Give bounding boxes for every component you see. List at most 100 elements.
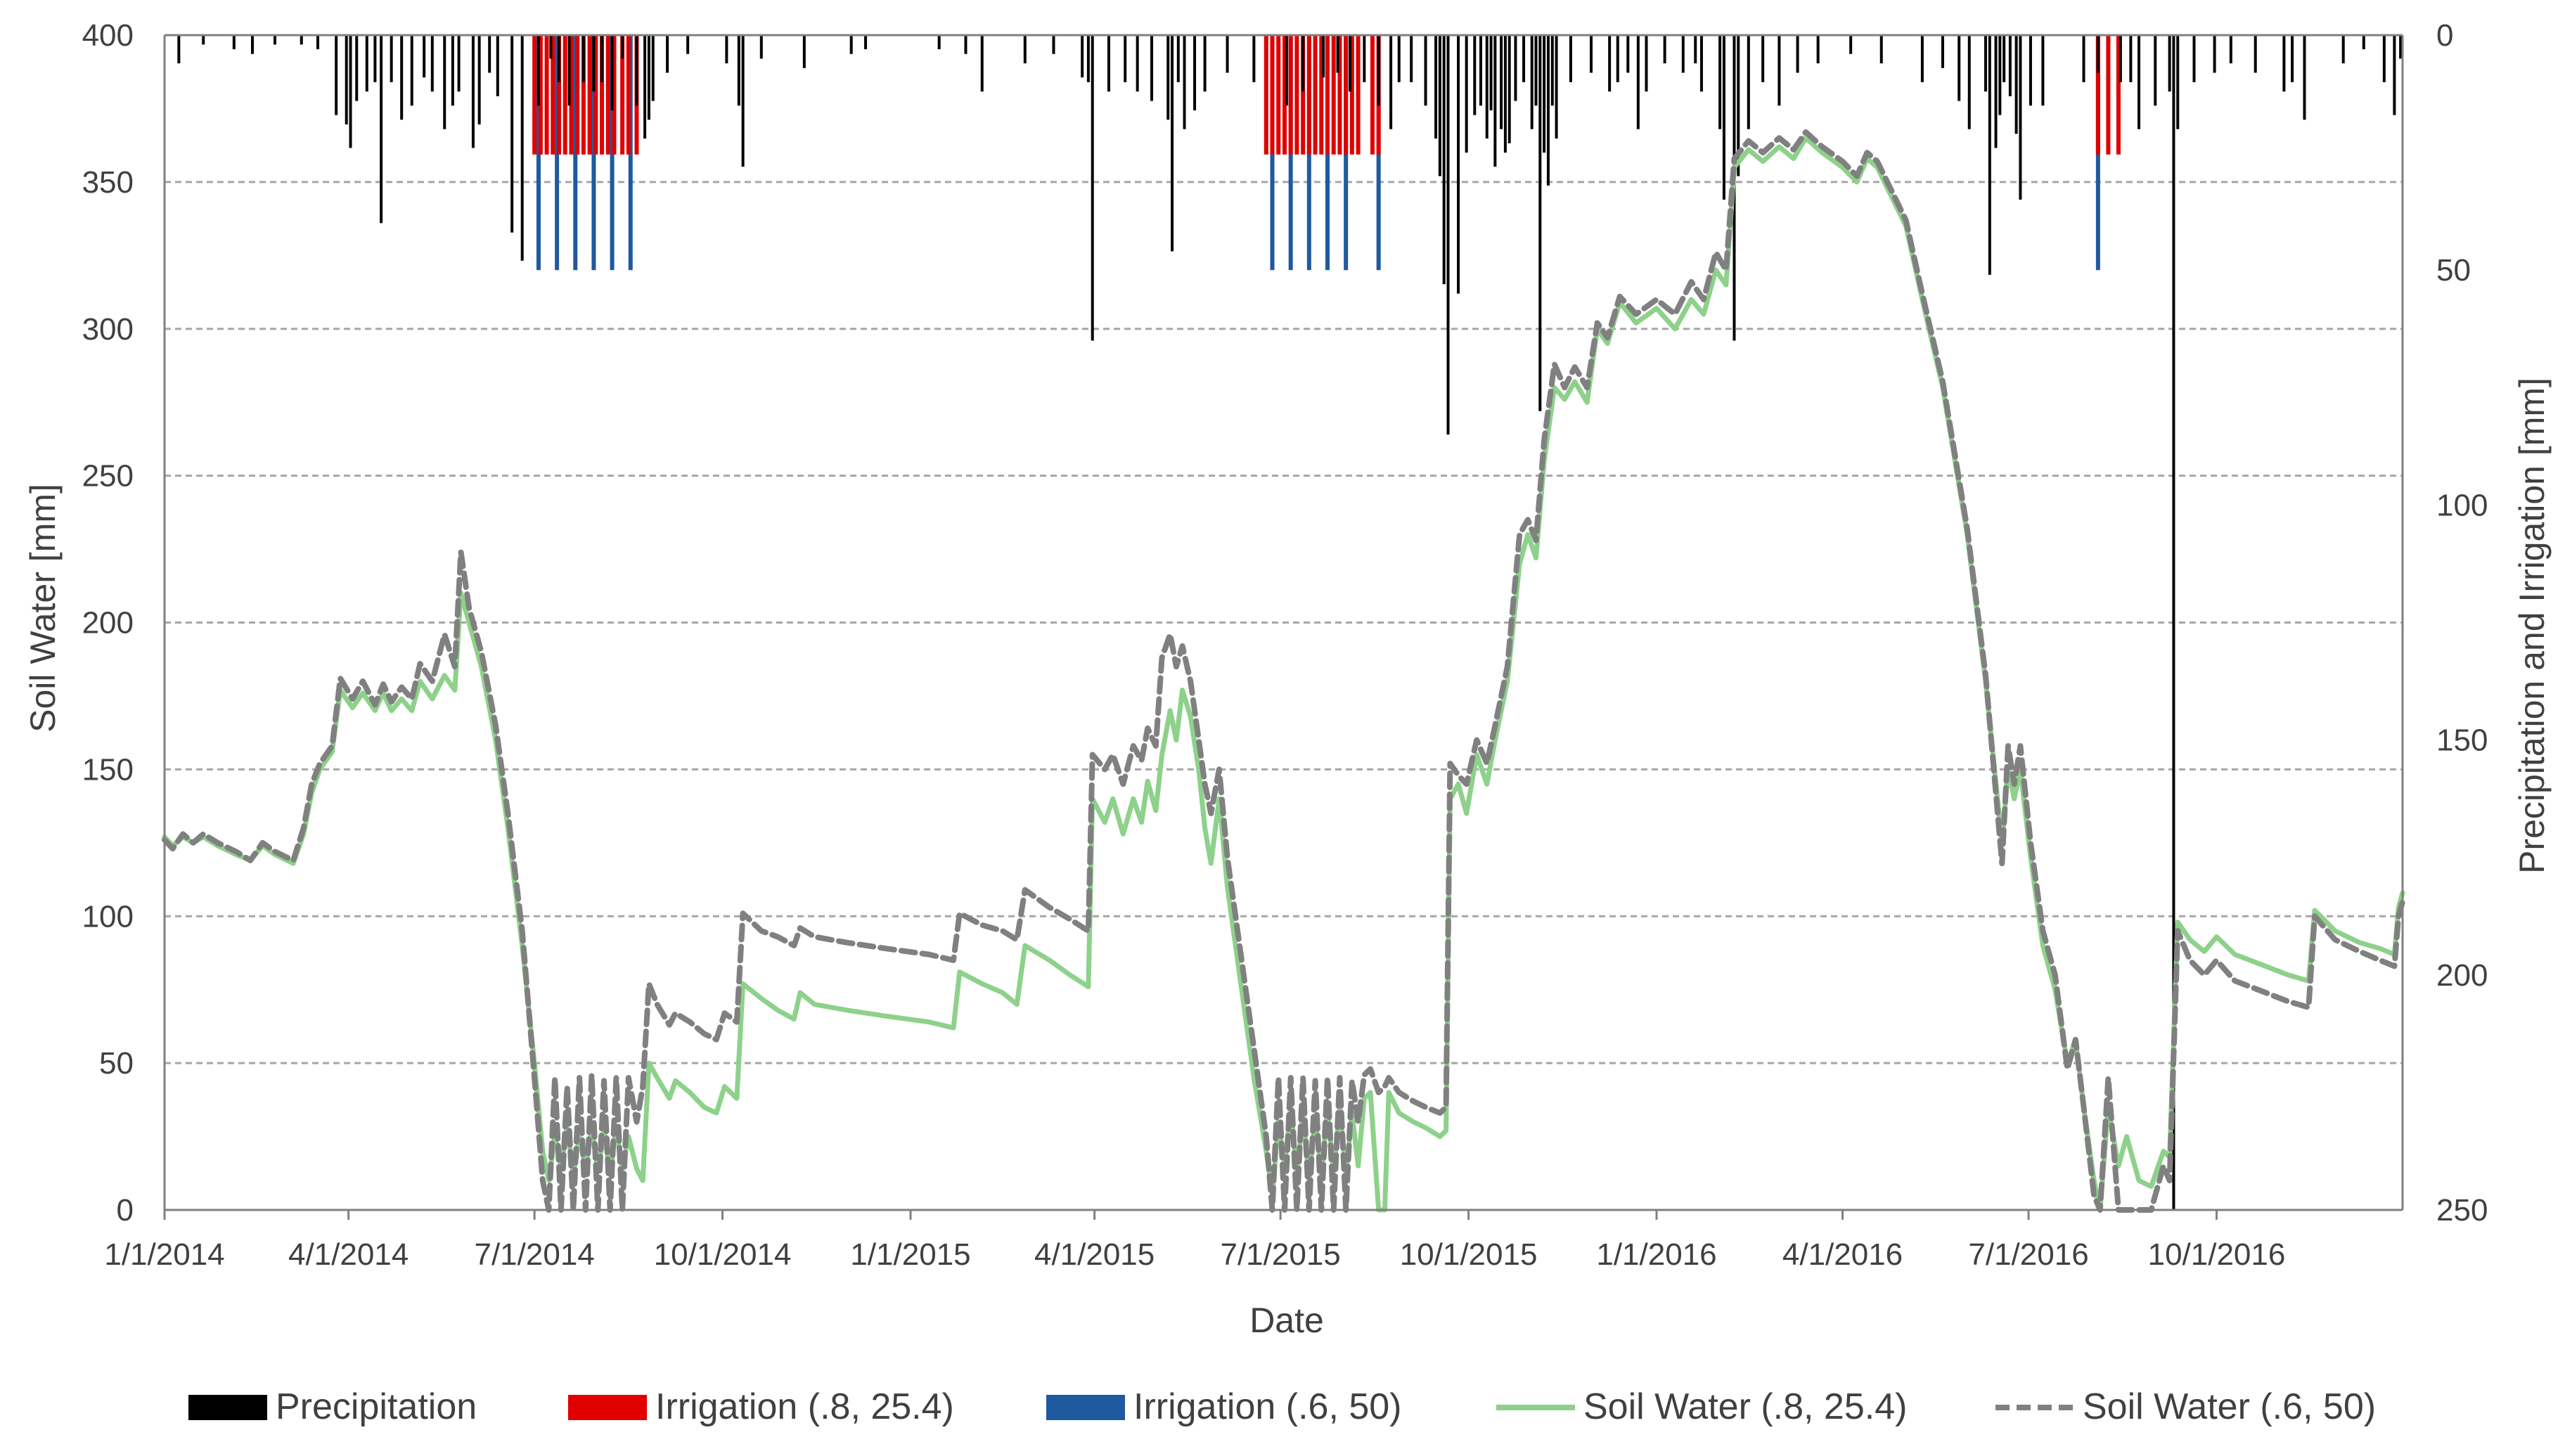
- precipitation-bar: [1434, 35, 1438, 139]
- precipitation-bar: [2129, 35, 2133, 82]
- precipitation-bar: [1722, 35, 1725, 200]
- x-tick-label: 7/1/2016: [1968, 1237, 2088, 1272]
- precipitation-bar: [1849, 35, 1853, 54]
- legend-item: Precipitation: [188, 1386, 477, 1427]
- x-tick-label: 4/1/2016: [1782, 1237, 1903, 1272]
- precipitation-bar: [1681, 35, 1685, 73]
- irrigation-08-bar: [1294, 35, 1299, 155]
- y2-tick-label: 100: [2436, 488, 2488, 522]
- precipitation-bar: [610, 35, 614, 110]
- precipitation-bar: [725, 35, 728, 64]
- precipitation-bar: [2282, 35, 2286, 92]
- precipitation-bar: [1920, 35, 1924, 82]
- precipitation-bar: [536, 35, 540, 106]
- y-axis-title: Soil Water [mm]: [23, 484, 63, 733]
- precipitation-bar: [250, 35, 254, 54]
- precipitation-bar: [558, 35, 561, 82]
- precipitation-bar: [1589, 35, 1593, 73]
- irrigation-08-bar: [575, 35, 580, 155]
- precipitation-bar: [1136, 35, 1139, 92]
- irrigation-08-bar: [532, 35, 537, 155]
- precipitation-bar: [1778, 35, 1781, 106]
- precipitation-bar: [365, 35, 368, 92]
- precipitation-bar: [980, 35, 984, 92]
- precipitation-bar: [1636, 35, 1640, 129]
- irrigation-08-bar: [1356, 35, 1361, 155]
- precipitation-bar: [1994, 35, 1998, 148]
- y-tick-label: 150: [82, 752, 134, 787]
- precipitation-bar: [1465, 35, 1468, 153]
- irrigation-08-bar: [612, 35, 617, 155]
- precipitation-bar: [477, 35, 481, 124]
- precipitation-bar: [1879, 35, 1883, 64]
- precipitation-bar: [2014, 35, 2018, 134]
- y-tick-label: 350: [82, 165, 134, 200]
- precipitation-bar: [1301, 35, 1305, 92]
- precipitation-bar: [1489, 35, 1493, 110]
- precipitation-bar: [2393, 35, 2396, 115]
- precipitation-bar: [1608, 35, 1612, 92]
- precipitation-bar: [2213, 35, 2216, 73]
- precipitation-bar: [1626, 35, 1630, 73]
- irrigation-08-bar: [600, 35, 605, 155]
- precipitation-bar: [1737, 35, 1740, 176]
- legend-swatch: [1046, 1395, 1125, 1420]
- precipitation-bar: [451, 35, 454, 106]
- precipitation-bar: [1998, 35, 2002, 115]
- precipitation-bar: [1166, 35, 1170, 120]
- precipitation-bar: [1958, 35, 1961, 101]
- precipitation-bar: [443, 35, 446, 129]
- precipitation-bar: [802, 35, 806, 68]
- precipitation-bar: [1348, 35, 1351, 92]
- legend-item: Irrigation (.8, 25.4): [568, 1386, 954, 1427]
- irrigation-08-bar: [1370, 35, 1375, 155]
- irrigation-08-bar: [1264, 35, 1268, 155]
- irrigation-08-bar: [551, 35, 555, 155]
- precipitation-bar: [390, 35, 393, 82]
- precipitation-bar: [1761, 35, 1765, 82]
- precipitation-bar: [2002, 35, 2006, 82]
- precipitation-bar: [1796, 35, 1799, 73]
- precipitation-bar: [1438, 35, 1441, 176]
- irrigation-08-bar: [1306, 35, 1311, 155]
- precipitation-bar: [349, 35, 352, 148]
- precipitation-bar: [1124, 35, 1127, 82]
- irrigation-08-bar: [2095, 35, 2100, 155]
- irrigation-08-bar: [544, 35, 549, 155]
- irrigation-08-bar: [1301, 35, 1306, 155]
- legend-label: Irrigation (.6, 50): [1133, 1386, 1402, 1427]
- y2-tick-label: 50: [2436, 253, 2471, 288]
- precipitation-bar: [2176, 35, 2180, 129]
- precipitation-bar: [202, 35, 205, 45]
- precipitation-bar: [1718, 35, 1722, 129]
- precipitation-bar: [1193, 35, 1197, 110]
- precipitation-bar: [1500, 35, 1503, 129]
- y-tick-label: 0: [117, 1193, 134, 1228]
- irrigation-08-bar: [593, 35, 598, 155]
- precipitation-bar: [581, 35, 585, 82]
- precipitation-bar: [1616, 35, 1619, 82]
- precipitation-bar: [737, 35, 740, 106]
- precipitation-bar: [1285, 35, 1288, 106]
- precipitation-bar: [864, 35, 868, 50]
- precipitation-bar: [1645, 35, 1648, 92]
- precipitation-bar: [1747, 35, 1750, 129]
- legend-item: Soil Water (.6, 50): [1995, 1386, 2376, 1427]
- precipitation-bar: [380, 35, 383, 224]
- precipitation-bar: [1091, 35, 1094, 341]
- precipitation-bar: [592, 35, 596, 92]
- precipitation-bar: [2382, 35, 2386, 82]
- x-tick-label: 1/1/2016: [1596, 1237, 1716, 1272]
- y-tick-label: 400: [82, 18, 134, 53]
- precipitation-bar: [1442, 35, 1446, 285]
- precipitation-bar: [1663, 35, 1666, 64]
- precipitation-bar: [1203, 35, 1207, 92]
- precipitation-bar: [1081, 35, 1084, 78]
- gridlines: [165, 34, 2403, 1064]
- precipitation-bar: [2399, 35, 2403, 59]
- irrigation-08-bar: [569, 35, 574, 155]
- legend-label: Soil Water (.6, 50): [2083, 1386, 2376, 1427]
- irrigation-08-bar: [587, 35, 592, 155]
- precipitation-bar: [759, 35, 763, 59]
- precipitation-bar: [1410, 35, 1413, 82]
